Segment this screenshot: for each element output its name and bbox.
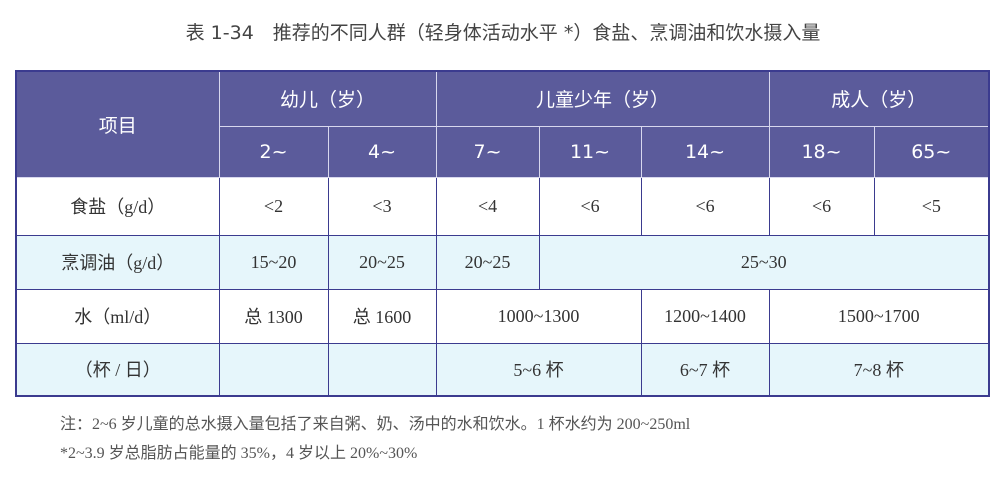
cell: <3 xyxy=(327,176,437,236)
row-label: 食盐（g/d） xyxy=(15,176,220,236)
cell: 1200~1400 xyxy=(640,288,770,344)
cell: 总 1300 xyxy=(218,288,329,344)
cell: <5 xyxy=(873,176,990,236)
cell: <6 xyxy=(538,176,642,236)
cell: 总 1600 xyxy=(327,288,437,344)
note-line: 注：2~6 岁儿童的总水摄入量包括了来自粥、奶、汤中的水和饮水。1 杯水约为 2… xyxy=(60,416,691,433)
header-age: 11~ xyxy=(538,125,642,178)
cell: 20~25 xyxy=(435,234,540,290)
header-age: 14~ xyxy=(640,125,770,178)
cell: <4 xyxy=(435,176,540,236)
header-item: 项目 xyxy=(15,70,220,178)
table-title: 表 1-34 推荐的不同人群（轻身体活动水平 *）食盐、烹调油和饮水摄入量 xyxy=(185,22,821,44)
cell: 7~8 杯 xyxy=(768,342,990,397)
header-row-groups: 项目 幼儿（岁） 儿童少年（岁） 成人（岁） xyxy=(15,70,990,178)
cell: 1000~1300 xyxy=(435,288,642,344)
intake-table: 项目 幼儿（岁） 儿童少年（岁） 成人（岁） 2~ 4~ 7~ 11~ 14~ … xyxy=(15,70,991,397)
header-group-adult: 成人（岁） xyxy=(768,70,990,127)
cell: <2 xyxy=(218,176,329,236)
row-label: （杯 / 日） xyxy=(15,342,220,397)
note-line: *2~3.9 岁总脂肪占能量的 35%，4 岁以上 20%~30% xyxy=(60,445,418,462)
row-label: 水（ml/d） xyxy=(15,288,220,344)
cell: 5~6 杯 xyxy=(435,342,642,397)
header-group-toddler: 幼儿（岁） xyxy=(218,70,437,127)
table-row-salt: 食盐（g/d） <2 <3 <4 <6 <6 <6 <5 xyxy=(15,176,990,236)
table-notes: 注：2~6 岁儿童的总水摄入量包括了来自粥、奶、汤中的水和饮水。1 杯水约为 2… xyxy=(60,410,690,468)
cell: <6 xyxy=(640,176,770,236)
cell: 25~30 xyxy=(538,234,990,290)
header-age: 2~ xyxy=(218,125,329,178)
cell: 15~20 xyxy=(218,234,329,290)
header-age: 65~ xyxy=(873,125,990,178)
cell: 1500~1700 xyxy=(768,288,990,344)
cell: 6~7 杯 xyxy=(640,342,770,397)
header-row-ages: 2~ 4~ 7~ 11~ 14~ 18~ 65~ xyxy=(16,125,990,178)
header-age: 18~ xyxy=(768,125,875,178)
table-row-water: 水（ml/d） 总 1300 总 1600 1000~1300 1200~140… xyxy=(15,288,990,344)
table-row-oil: 烹调油（g/d） 15~20 20~25 20~25 25~30 xyxy=(15,234,990,290)
header-group-children: 儿童少年（岁） xyxy=(435,70,770,127)
row-label: 烹调油（g/d） xyxy=(15,234,220,290)
table-row-cups: （杯 / 日） 5~6 杯 6~7 杯 7~8 杯 xyxy=(15,342,990,397)
header-age: 7~ xyxy=(435,125,540,178)
header-age: 4~ xyxy=(327,125,437,178)
cell xyxy=(327,342,437,397)
cell: 20~25 xyxy=(327,234,437,290)
cell: <6 xyxy=(768,176,875,236)
cell xyxy=(218,342,329,397)
